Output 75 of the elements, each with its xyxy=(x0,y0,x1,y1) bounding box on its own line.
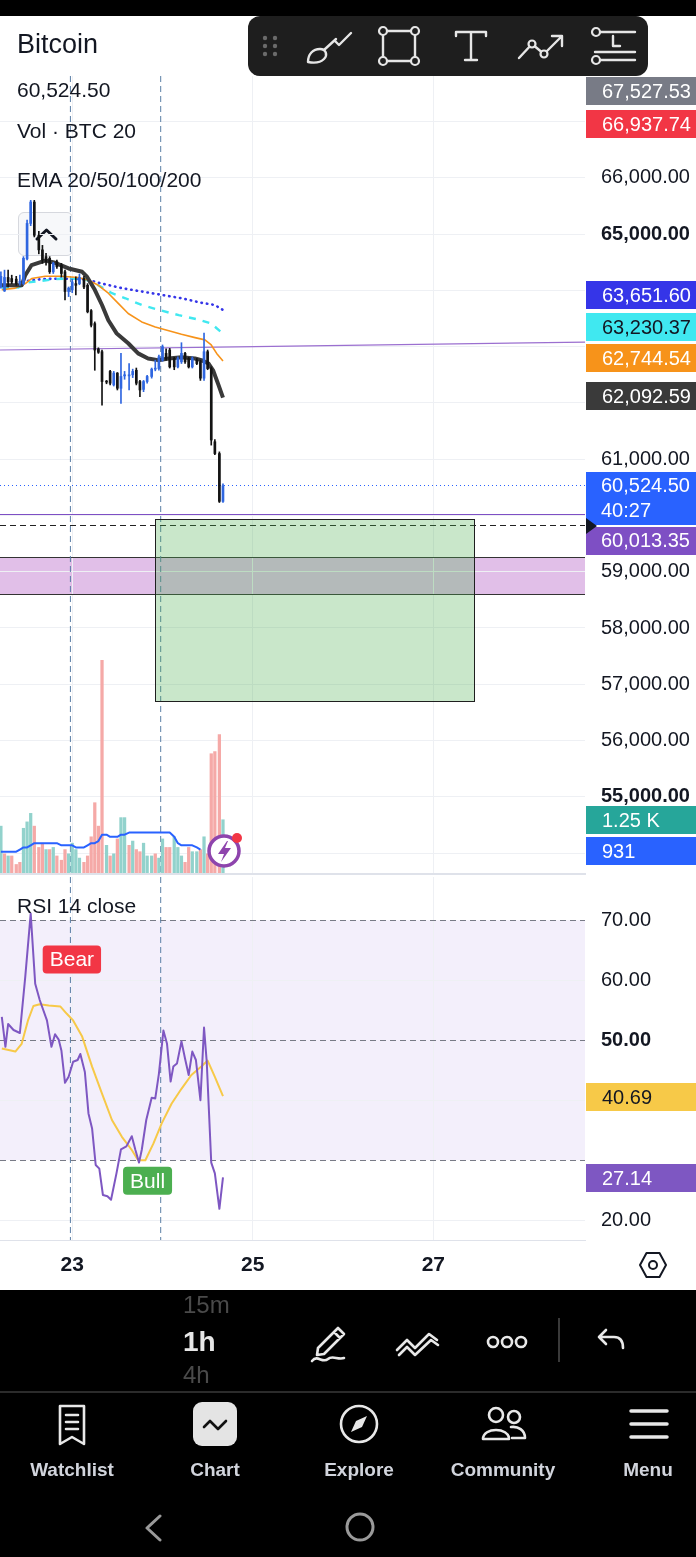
ref-line-label: 70.00 xyxy=(601,907,652,930)
y-tick-label: 57,000.00 xyxy=(601,671,690,694)
text: 931 xyxy=(586,837,696,865)
candlestick xyxy=(3,269,6,292)
bar xyxy=(119,817,123,873)
ref-line-label: 60,013.35 xyxy=(601,529,690,552)
bar xyxy=(187,847,191,873)
text: 62,744.54 xyxy=(586,344,696,372)
candlestick xyxy=(74,276,78,296)
y-tick-label: 61,000.00 xyxy=(601,446,690,469)
annotation: Bear xyxy=(49,947,95,971)
annotation: 60,524.50 xyxy=(17,78,111,101)
bar xyxy=(141,842,146,873)
bar xyxy=(190,851,194,873)
y-tick-label: 65,000.00 xyxy=(601,221,690,244)
y-tick-label: 56,000.00 xyxy=(601,728,690,751)
annotation: Bull xyxy=(130,1168,166,1192)
text: 63,651.60 xyxy=(586,281,696,309)
x-tick-label: 23 xyxy=(60,1252,84,1276)
ref-line-label: 50.00 xyxy=(601,1027,652,1050)
bar xyxy=(202,836,206,873)
text: Explore xyxy=(324,1459,394,1480)
bar xyxy=(14,864,18,873)
x-tick-label: 27 xyxy=(421,1252,446,1276)
bar xyxy=(198,849,203,873)
text: 4h xyxy=(183,1361,210,1388)
bar xyxy=(18,862,22,873)
candlestick xyxy=(199,359,202,381)
bar xyxy=(160,838,165,873)
annotation: EMA 20/50/100/200 xyxy=(17,168,202,191)
text: 1.25 K xyxy=(586,806,696,834)
candlestick xyxy=(116,372,119,391)
bar xyxy=(6,855,10,873)
candlestick xyxy=(218,451,221,503)
text: 62,092.59 xyxy=(586,382,696,410)
y-tick-label: 58,000.00 xyxy=(601,615,690,638)
candlestick xyxy=(48,256,51,274)
text: 40.69 xyxy=(586,1083,696,1111)
bar xyxy=(100,660,104,873)
text: 66,937.74 xyxy=(586,110,696,138)
bar xyxy=(168,847,172,873)
y-tick-label: 66,000.00 xyxy=(601,165,690,188)
bar xyxy=(138,851,142,873)
bar xyxy=(195,851,199,873)
bar xyxy=(127,844,131,873)
chart-title: Bitcoin xyxy=(17,29,99,59)
bar xyxy=(115,838,119,873)
text: 67,527.53 xyxy=(586,77,696,105)
text: Watchlist xyxy=(30,1459,114,1480)
y-tick-label: 60.00 xyxy=(601,967,652,990)
candlestick xyxy=(180,342,183,364)
text: RSI 14 close xyxy=(17,894,137,917)
ref-line-label: 60,524.50 40:27 xyxy=(601,474,690,522)
text: Community xyxy=(450,1459,556,1480)
text: Chart xyxy=(190,1459,240,1480)
x-tick-label: 25 xyxy=(241,1252,265,1276)
bar xyxy=(104,844,109,873)
bar xyxy=(93,802,97,873)
candlestick xyxy=(78,273,81,286)
chart-title: Vol · BTC 20 xyxy=(17,119,137,142)
bar xyxy=(134,849,138,873)
bar xyxy=(44,849,48,873)
text: 63,230.37 xyxy=(586,313,696,341)
bar xyxy=(0,825,3,873)
y-tick-label: 20.00 xyxy=(601,1207,652,1230)
y-tick-label: 59,000.00 xyxy=(601,559,690,582)
text: 1h xyxy=(183,1326,216,1357)
bar xyxy=(55,855,59,873)
bar xyxy=(131,840,135,873)
text: 27.14 xyxy=(586,1164,696,1192)
bar xyxy=(63,849,67,873)
text: Menu xyxy=(623,1459,673,1480)
text: 15m xyxy=(183,1291,230,1318)
y-tick-label: 55,000.00 xyxy=(601,784,690,807)
bar xyxy=(164,847,168,873)
